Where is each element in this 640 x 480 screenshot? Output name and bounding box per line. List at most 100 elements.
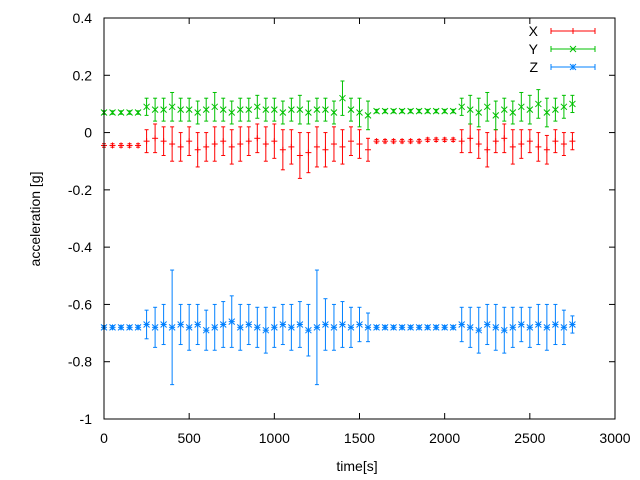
data-point xyxy=(211,91,219,122)
data-point xyxy=(382,138,389,145)
data-point xyxy=(415,107,423,115)
data-point xyxy=(160,303,167,346)
data-point xyxy=(254,123,261,154)
data-point xyxy=(492,100,500,131)
data-point xyxy=(534,89,542,119)
data-point xyxy=(160,126,167,156)
data-point xyxy=(134,323,142,331)
data-point xyxy=(219,97,227,122)
data-point xyxy=(543,303,551,351)
data-point xyxy=(296,132,303,179)
data-point xyxy=(407,138,414,145)
legend-label: Z xyxy=(529,59,538,75)
data-point xyxy=(398,107,406,115)
data-point xyxy=(467,123,474,154)
data-point xyxy=(228,100,236,125)
data-point xyxy=(441,107,449,115)
legend-sample xyxy=(550,28,596,34)
data-point xyxy=(143,97,150,116)
data-point xyxy=(517,306,525,343)
data-point xyxy=(126,323,133,331)
data-point xyxy=(135,142,142,149)
data-point xyxy=(407,323,414,331)
data-point xyxy=(186,126,193,156)
legend-label: X xyxy=(529,23,539,39)
data-point xyxy=(134,109,142,116)
data-point xyxy=(509,306,517,348)
data-point xyxy=(143,309,150,340)
data-point xyxy=(228,295,236,348)
data-point xyxy=(313,97,321,122)
series-Z xyxy=(100,269,576,386)
data-point xyxy=(288,129,295,165)
data-point xyxy=(347,306,355,348)
x-tick-label: 1000 xyxy=(259,430,290,446)
data-point xyxy=(211,126,218,162)
x-tick-label: 2500 xyxy=(514,430,545,446)
y-tick-label: -0.6 xyxy=(68,296,92,312)
data-point xyxy=(228,129,235,165)
y-tick-label: -0.8 xyxy=(68,354,92,370)
data-point xyxy=(220,126,227,156)
data-point xyxy=(117,323,125,331)
y-tick-label: -0.2 xyxy=(68,182,92,198)
data-point xyxy=(432,323,440,331)
data-point xyxy=(339,80,346,116)
data-point xyxy=(390,107,397,115)
data-point xyxy=(177,132,184,162)
data-point xyxy=(169,126,176,162)
data-point xyxy=(492,303,500,351)
data-point xyxy=(552,97,559,122)
data-point xyxy=(270,97,278,122)
data-point xyxy=(245,303,253,346)
data-point xyxy=(526,94,534,125)
data-point xyxy=(433,136,440,143)
data-point xyxy=(211,303,219,351)
data-point xyxy=(364,100,372,131)
data-point xyxy=(458,306,466,343)
data-point xyxy=(501,123,508,154)
data-point xyxy=(279,100,287,125)
data-point xyxy=(279,303,287,346)
x-axis-label: time[s] xyxy=(336,458,377,474)
data-point xyxy=(517,91,525,122)
data-point xyxy=(415,323,423,331)
data-point xyxy=(441,136,448,143)
data-point xyxy=(526,306,534,348)
data-point xyxy=(330,100,338,125)
data-point xyxy=(109,323,116,331)
data-point xyxy=(381,107,389,115)
data-point xyxy=(262,97,270,122)
data-point xyxy=(466,94,474,125)
data-point xyxy=(151,306,159,348)
data-point xyxy=(202,97,210,122)
y-axis-label: acceleration [g] xyxy=(27,172,43,267)
x-tick-label: 3000 xyxy=(599,430,630,446)
data-point xyxy=(569,94,576,114)
data-point xyxy=(339,301,346,348)
data-point xyxy=(322,97,329,122)
data-point xyxy=(543,134,550,165)
data-point xyxy=(330,126,337,162)
x-tick-label: 1500 xyxy=(344,430,375,446)
data-point xyxy=(322,132,329,168)
data-point xyxy=(339,129,346,165)
y-tick-label: 0.2 xyxy=(73,67,93,83)
data-point xyxy=(262,126,269,162)
data-point xyxy=(177,303,185,346)
data-point xyxy=(194,100,202,125)
data-point xyxy=(458,129,465,154)
data-point xyxy=(253,94,261,119)
data-point xyxy=(109,142,116,149)
data-point xyxy=(399,138,406,145)
data-point xyxy=(483,91,491,122)
data-point xyxy=(398,323,406,331)
data-point xyxy=(347,126,354,156)
data-point xyxy=(373,138,380,145)
data-point xyxy=(450,136,457,143)
data-point xyxy=(475,129,482,159)
data-point xyxy=(535,132,542,162)
data-point xyxy=(560,132,567,156)
data-point xyxy=(492,129,499,154)
